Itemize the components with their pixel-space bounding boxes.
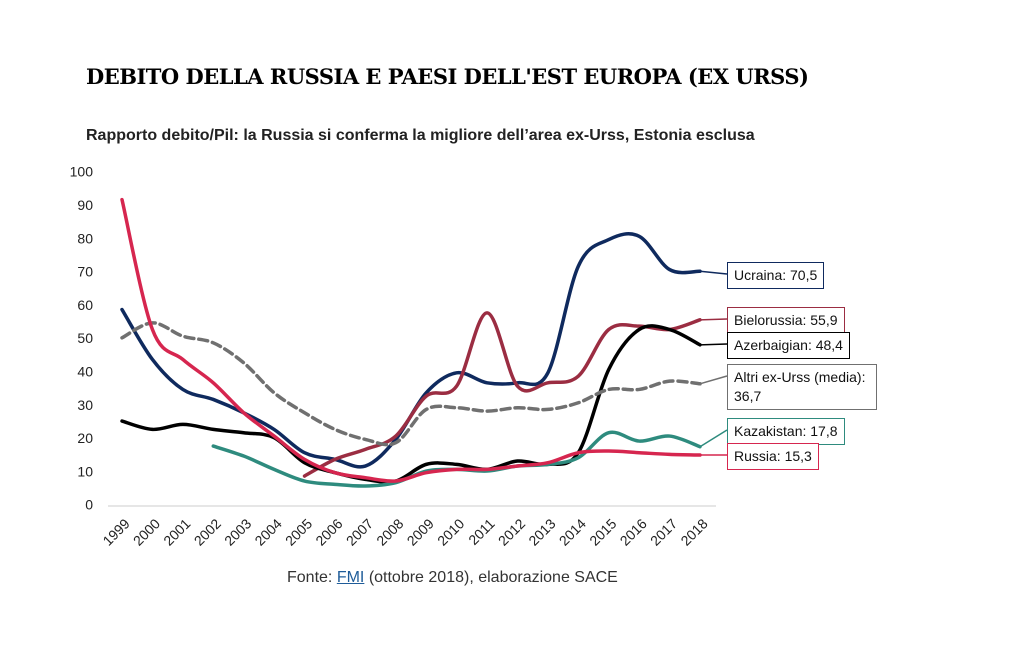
x-tick-label: 2014 (556, 515, 589, 548)
x-tick-label: 2018 (677, 515, 710, 548)
x-tick-label: 2002 (191, 515, 224, 548)
series-end-label: Azerbaigian: 48,4 (727, 332, 850, 359)
x-tick-label: 2013 (525, 515, 558, 548)
leader-line (699, 270, 728, 275)
x-tick-label: 1999 (99, 515, 132, 548)
x-tick-label: 2012 (495, 515, 528, 548)
series-end-label: Russia: 15,3 (727, 443, 819, 470)
x-tick-label: 2001 (160, 515, 193, 548)
x-tick-label: 2011 (465, 515, 498, 548)
y-tick-label: 10 (77, 463, 93, 479)
y-tick-label: 60 (77, 297, 93, 313)
x-tick-label: 2009 (404, 515, 437, 548)
leader-line (699, 343, 728, 346)
series-end-label: Bielorussia: 55,9 (727, 307, 845, 334)
series-line (302, 311, 702, 478)
x-tick-label: 2010 (434, 515, 467, 548)
x-tick-label: 2003 (221, 515, 254, 548)
source: Fonte: FMI (ottobre 2018), elaborazione … (287, 569, 618, 587)
x-tick-label: 2007 (343, 515, 376, 548)
leader-line (699, 375, 728, 385)
y-tick-label: 30 (77, 397, 93, 413)
series-end-label: Altri ex-Urss (media): 36,7 (727, 364, 877, 410)
y-tick-label: 80 (77, 230, 93, 246)
y-tick-label: 20 (77, 430, 93, 446)
leader-line (699, 318, 728, 321)
y-tick-label: 0 (85, 497, 93, 513)
series-line (120, 324, 702, 484)
y-tick-label: 50 (77, 330, 93, 346)
source-link[interactable]: FMI (336, 569, 365, 586)
chart-subtitle: Rapporto debito/Pil: la Russia si confer… (86, 127, 755, 144)
x-tick-label: 2017 (647, 515, 680, 548)
chart-title: DEBITO DELLA RUSSIA E PAESI DELL'EST EUR… (86, 64, 809, 89)
x-tick-label: 2015 (586, 515, 619, 548)
x-tick-label: 2004 (252, 515, 285, 548)
x-tick-label: 2006 (312, 515, 345, 548)
series-end-label: Kazakistan: 17,8 (727, 418, 845, 445)
leader-line (699, 429, 728, 448)
source-prefix: Fonte: (287, 569, 333, 586)
y-tick-label: 40 (77, 364, 93, 380)
x-tick-label: 2000 (130, 515, 163, 548)
y-tick-label: 90 (77, 197, 93, 213)
y-tick-label: 70 (77, 264, 93, 280)
series-end-label: Ucraina: 70,5 (727, 262, 825, 289)
x-tick-label: 2005 (282, 515, 315, 548)
y-tick-label: 100 (70, 164, 94, 180)
x-tick-label: 2008 (373, 515, 406, 548)
source-suffix: (ottobre 2018), elaborazione SACE (368, 569, 618, 586)
series-line (120, 321, 702, 447)
series-line (120, 197, 702, 483)
x-tick-label: 2016 (617, 515, 650, 548)
